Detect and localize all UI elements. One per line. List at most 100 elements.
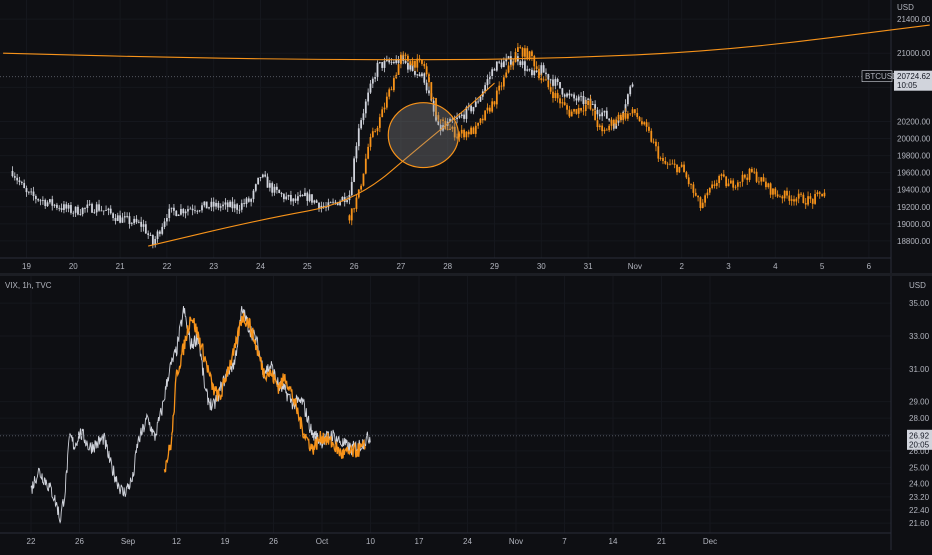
btc-overlay-candle — [697, 195, 699, 198]
btc-overlay-candle — [758, 181, 760, 183]
btc-overlay-candle — [795, 198, 798, 202]
top-price-tag: BTCUSD 20724.62 10:05 — [861, 70, 932, 91]
btc-overlay-candle — [512, 62, 515, 66]
btc-candle — [170, 207, 173, 209]
btc-candle — [95, 204, 98, 213]
btc-candle — [102, 210, 105, 212]
btc-candle — [65, 204, 68, 209]
btc-candle — [376, 62, 379, 77]
btc-overlay-candle — [432, 98, 435, 99]
btc-candle — [360, 120, 363, 129]
bottom-time-axis[interactable]: 22 26 Sep 12 19 26 Oct 10 17 24 Nov 7 14 21 Dec — [27, 537, 718, 546]
btc-overlay-candle — [348, 215, 351, 221]
top-price-tick: 21400.00 — [897, 15, 931, 24]
pane-divider[interactable] — [0, 273, 932, 276]
btc-candle — [577, 96, 580, 101]
btc-candle — [32, 191, 35, 197]
btc-candle — [191, 208, 194, 211]
btc-overlay-candle — [741, 174, 744, 182]
top-price-axis[interactable]: 21400.0021000.0020600.0020200.0020000.00… — [897, 15, 931, 246]
btc-candle — [46, 202, 49, 207]
btc-chart-pane[interactable]: USD 21400.0021000.0020600.0020200.002000… — [0, 0, 932, 274]
btc-candle — [252, 190, 255, 200]
btc-overlay-candle — [425, 66, 428, 75]
btc-overlay-candle — [746, 177, 749, 180]
bottom-time-tick: Sep — [121, 537, 136, 546]
btc-candle — [133, 218, 136, 224]
bottom-last-price-box — [907, 429, 932, 450]
btc-candle — [526, 69, 529, 71]
btc-overlay-candle — [650, 130, 653, 142]
btc-overlay-candle — [519, 47, 522, 48]
btc-candle — [474, 101, 477, 108]
bottom-time-tick: Dec — [703, 537, 717, 546]
btc-candle — [392, 62, 395, 64]
btc-candle — [240, 203, 243, 210]
btc-overlay-candle — [732, 180, 735, 188]
btc-candle — [353, 158, 355, 182]
btc-candle — [84, 207, 86, 209]
btc-overlay-candle — [556, 93, 559, 99]
top-drawings-layer[interactable] — [3, 24, 930, 247]
btc-overlay-candle — [645, 122, 648, 127]
top-time-axis[interactable]: 19 20 21 22 23 24 25 26 27 28 29 30 31 Nov 2 3 4 5 6 — [22, 262, 872, 271]
btc-overlay-candle — [577, 107, 580, 114]
btc-candle — [587, 98, 589, 100]
btc-candle — [98, 204, 100, 211]
btc-candle — [184, 211, 187, 214]
btc-candle — [315, 200, 318, 203]
btc-candle — [547, 74, 550, 80]
btc-overlay-candle — [416, 58, 419, 68]
btc-candle — [484, 85, 487, 92]
btc-candle — [505, 58, 508, 62]
btc-overlay-candle — [566, 105, 568, 110]
btc-overlay-candle — [662, 158, 664, 161]
btc-candle — [573, 94, 575, 99]
btc-candle — [107, 208, 110, 211]
btc-overlay-candle — [818, 192, 821, 194]
btc-overlay-candle — [514, 51, 517, 63]
btc-candle — [250, 199, 253, 202]
bottom-price-tick: 33.00 — [909, 332, 930, 341]
btc-candle — [126, 216, 129, 217]
btc-candle — [154, 239, 157, 245]
vix-chart-pane[interactable]: VIX, 1h, TVC USD 35.00 33.00 31.00 29.00 28.… — [0, 276, 932, 550]
btc-candle — [404, 60, 407, 64]
btc-candle — [594, 104, 597, 110]
btc-overlay-candle — [421, 59, 423, 64]
btc-candle — [23, 183, 26, 189]
btc-overlay-candle — [596, 120, 599, 128]
bottom-price-axis[interactable]: 35.0033.0031.0029.0028.0027.0026.0025.00… — [909, 299, 930, 528]
vix-chart-svg[interactable]: VIX, 1h, TVC USD 35.00 33.00 31.00 29.00 28.… — [0, 276, 932, 550]
btc-candle — [381, 62, 384, 68]
btc-candle — [187, 209, 189, 212]
btc-overlay-candle — [561, 102, 564, 104]
btc-candle — [409, 63, 412, 70]
bottom-price-tick: 25.00 — [909, 463, 930, 472]
btc-candle — [79, 214, 82, 215]
btc-candle — [86, 204, 89, 208]
btc-candle — [261, 174, 264, 178]
btc-candle — [140, 221, 143, 227]
btc-candle — [297, 196, 299, 201]
btc-chart-svg[interactable]: USD 21400.0021000.0020600.0020200.002000… — [0, 0, 932, 274]
btc-candle — [257, 177, 260, 185]
btc-candle — [582, 95, 585, 105]
btc-candle — [460, 114, 463, 116]
btc-overlay-candle — [786, 190, 788, 196]
btc-candle — [88, 203, 91, 205]
btc-candle — [74, 206, 77, 213]
top-price-tick: 19800.00 — [897, 152, 931, 161]
btc-candle — [556, 79, 559, 82]
btc-candle — [72, 212, 75, 214]
btc-candle — [254, 184, 257, 191]
btc-candle — [173, 207, 175, 211]
btc-overlay-candle — [493, 101, 496, 105]
btc-overlay-candle — [535, 66, 538, 70]
btc-candle — [357, 128, 360, 147]
btc-overlay-candle — [767, 183, 770, 188]
bottom-last-price: 26.92 — [909, 431, 930, 440]
btc-overlay-candle — [790, 199, 793, 201]
btc-candle — [350, 181, 353, 196]
top-time-tick: 23 — [209, 262, 218, 271]
